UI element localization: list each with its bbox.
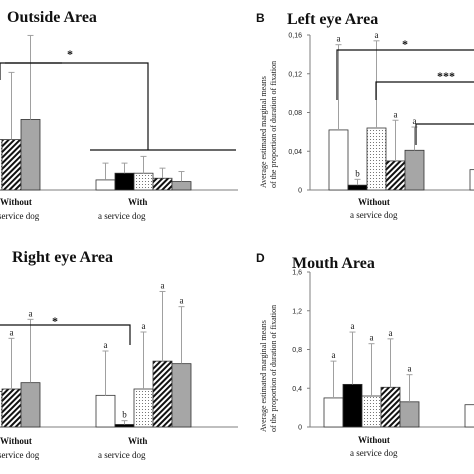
bar <box>20 382 41 428</box>
bracket-b-2 <box>375 81 474 100</box>
panel-a-group1-label: Without <box>0 197 32 207</box>
bracket-a-2 <box>5 62 149 150</box>
bar <box>342 383 363 428</box>
significance-letter: a <box>161 280 165 290</box>
significance-letter: b <box>355 168 360 178</box>
panel-d-letter: D <box>256 251 265 265</box>
bar <box>404 149 425 191</box>
panel-c-group1-label: Without <box>0 436 32 446</box>
significance-letter: a <box>104 340 108 350</box>
panel-d-ylabel-line2: of the proportion of duration of fixatio… <box>269 305 278 432</box>
significance-letter: a <box>375 30 379 40</box>
bar <box>328 129 349 191</box>
panel-a-group1-sublabel: service dog <box>0 211 40 221</box>
panel-d-group1-sublabel: a service dog <box>350 448 398 458</box>
significance-star: * <box>67 47 73 61</box>
significance-star: * <box>402 37 408 51</box>
panel-d-group1-label: Without <box>358 435 390 445</box>
y-tick-label: 1,2 <box>292 308 302 315</box>
panel-b-ylabel-line1: Average estimated marginal means <box>259 76 268 188</box>
bar <box>1 388 22 428</box>
panel-a-group2-sublabel: a service dog <box>98 211 146 221</box>
significance-letter: a <box>337 34 341 44</box>
bar <box>323 397 344 428</box>
y-tick-label: 0,04 <box>288 149 302 156</box>
panel-b-letter: B <box>256 11 265 25</box>
panel-c-group2-label: With <box>128 436 147 446</box>
significance-letter: a <box>29 308 33 318</box>
panel-d-title: Mouth Area <box>292 255 375 272</box>
significance-letter: a <box>394 109 398 119</box>
panel-d-ylabel-line1: Average estimated marginal means <box>259 320 268 432</box>
significance-letter: b <box>122 410 127 420</box>
panel-a-title: Outside Area <box>7 9 97 26</box>
y-tick-label: 0,4 <box>292 386 302 393</box>
significance-letter: a <box>10 327 14 337</box>
bar <box>95 394 116 428</box>
significance-star: * <box>52 314 58 328</box>
panel-a-group2-label: With <box>128 197 147 207</box>
y-tick-label: 0 <box>298 188 302 195</box>
bar <box>385 160 406 191</box>
bar <box>464 404 474 428</box>
bar <box>171 181 192 191</box>
bar <box>152 177 173 191</box>
significance-letter: a <box>413 116 417 126</box>
y-tick-label: 0,08 <box>288 110 302 117</box>
bracket-b-1 <box>336 49 474 100</box>
panel-c-group1-sublabel: service dog <box>0 450 40 460</box>
bar <box>361 395 382 428</box>
panel-b-title: Left eye Area <box>287 11 378 28</box>
bracket-b-3 <box>415 123 474 145</box>
significance-letter: a <box>389 328 393 338</box>
significance-letter: a <box>180 296 184 306</box>
bar <box>380 386 401 428</box>
significance-letter: a <box>142 321 146 331</box>
y-tick-label: 0,8 <box>292 347 302 354</box>
bar <box>114 172 135 191</box>
bar <box>399 401 420 428</box>
y-tick-label: 0,16 <box>288 33 302 40</box>
bar <box>133 172 154 191</box>
significance-letter: a <box>408 364 412 374</box>
bracket-c-1 <box>0 324 131 345</box>
y-tick-label: 0 <box>298 425 302 432</box>
significance-letter: a <box>351 321 355 331</box>
significance-star: *** <box>437 69 455 83</box>
panel-b-ylabel-line2: of the proportion of duration of fixatio… <box>269 61 278 188</box>
bar <box>114 424 135 428</box>
bar <box>1 139 22 191</box>
significance-letter: a <box>370 333 374 343</box>
bar <box>469 169 474 191</box>
bar <box>171 363 192 428</box>
panel-b-group1-sublabel: a service dog <box>350 210 398 220</box>
bar <box>95 179 116 191</box>
y-tick-label: 0,12 <box>288 71 302 78</box>
y-tick-label: 1,6 <box>292 270 302 277</box>
bar <box>366 127 387 191</box>
significance-letter: a <box>332 350 336 360</box>
bar <box>133 388 154 428</box>
bar <box>152 360 173 428</box>
bar <box>347 184 368 191</box>
panel-b-group1-label: Without <box>358 197 390 207</box>
panel-c-group2-sublabel: a service dog <box>98 450 146 460</box>
panel-c-title: Right eye Area <box>12 249 113 266</box>
bar <box>20 119 41 191</box>
